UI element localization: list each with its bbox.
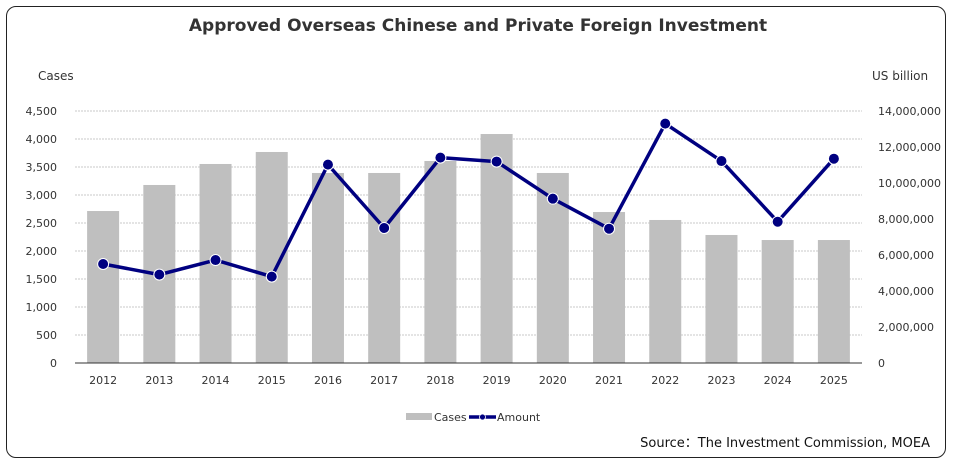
bar-cases [87,211,120,363]
amount-marker [771,215,784,228]
legend-label-amount: Amount [497,411,541,424]
bar-cases [593,212,626,363]
x-tick-label: 2020 [539,374,567,387]
bar-cases [705,234,738,363]
x-tick-label: 2025 [820,374,848,387]
right-tick-label: 0 [878,357,885,370]
right-tick-label: 2,000,000 [878,321,934,334]
bar-cases [480,134,513,363]
amount-marker [546,192,559,205]
left-tick-label: 4,000 [26,133,58,146]
x-tick-label: 2023 [707,374,735,387]
chart-frame [6,6,946,458]
x-tick-label: 2016 [314,374,342,387]
right-tick-label: 6,000,000 [878,249,934,262]
x-tick-label: 2021 [595,374,623,387]
legend-label-cases: Cases [434,411,467,424]
x-tick-label: 2015 [258,374,286,387]
x-tick-label: 2024 [764,374,792,387]
right-tick-label: 12,000,000 [878,141,941,154]
left-tick-label: 1,000 [26,301,58,314]
x-tick-label: 2017 [370,374,398,387]
bar-cases [424,161,457,363]
amount-marker [321,158,334,171]
legend-swatch-cases [406,413,432,420]
x-tick-label: 2014 [202,374,230,387]
amount-marker [209,254,222,267]
bar-cases [649,219,682,363]
x-tick-label: 2013 [145,374,173,387]
line-amount [102,121,836,279]
left-tick-label: 3,500 [26,161,58,174]
amount-marker [490,155,503,168]
amount-marker [715,155,728,168]
bar-cases [761,240,794,363]
x-tick-label: 2012 [89,374,117,387]
bar-cases [817,240,850,363]
amount-marker [153,268,166,281]
x-tick-label: 2022 [651,374,679,387]
amount-marker [97,258,110,270]
legend-marker-amount [479,413,486,421]
bar-cases [311,172,344,363]
right-tick-label: 10,000,000 [878,177,941,190]
amount-marker [659,117,672,130]
left-tick-label: 3,000 [26,189,58,202]
amount-marker [603,222,616,235]
right-tick-label: 8,000,000 [878,213,934,226]
left-tick-label: 0 [50,357,57,370]
bar-cases [368,172,401,363]
right-tick-label: 4,000,000 [878,285,934,298]
amount-marker [265,270,278,283]
chart-title: Approved Overseas Chinese and Private Fo… [188,16,768,36]
amount-marker [434,151,447,164]
left-axis-label: Cases [38,69,74,83]
right-tick-label: 14,000,000 [878,105,941,118]
left-tick-label: 4,500 [26,105,58,118]
left-tick-label: 500 [36,329,57,342]
left-tick-label: 2,000 [26,245,58,258]
left-tick-label: 1,500 [26,273,58,286]
right-axis-label: US billion [872,69,929,83]
left-tick-label: 2,500 [26,217,58,230]
amount-marker [827,152,840,165]
x-tick-label: 2018 [426,374,454,387]
amount-marker [378,222,391,234]
source-note: Source：The Investment Commission, MOEA [640,436,930,451]
x-tick-label: 2019 [483,374,511,387]
